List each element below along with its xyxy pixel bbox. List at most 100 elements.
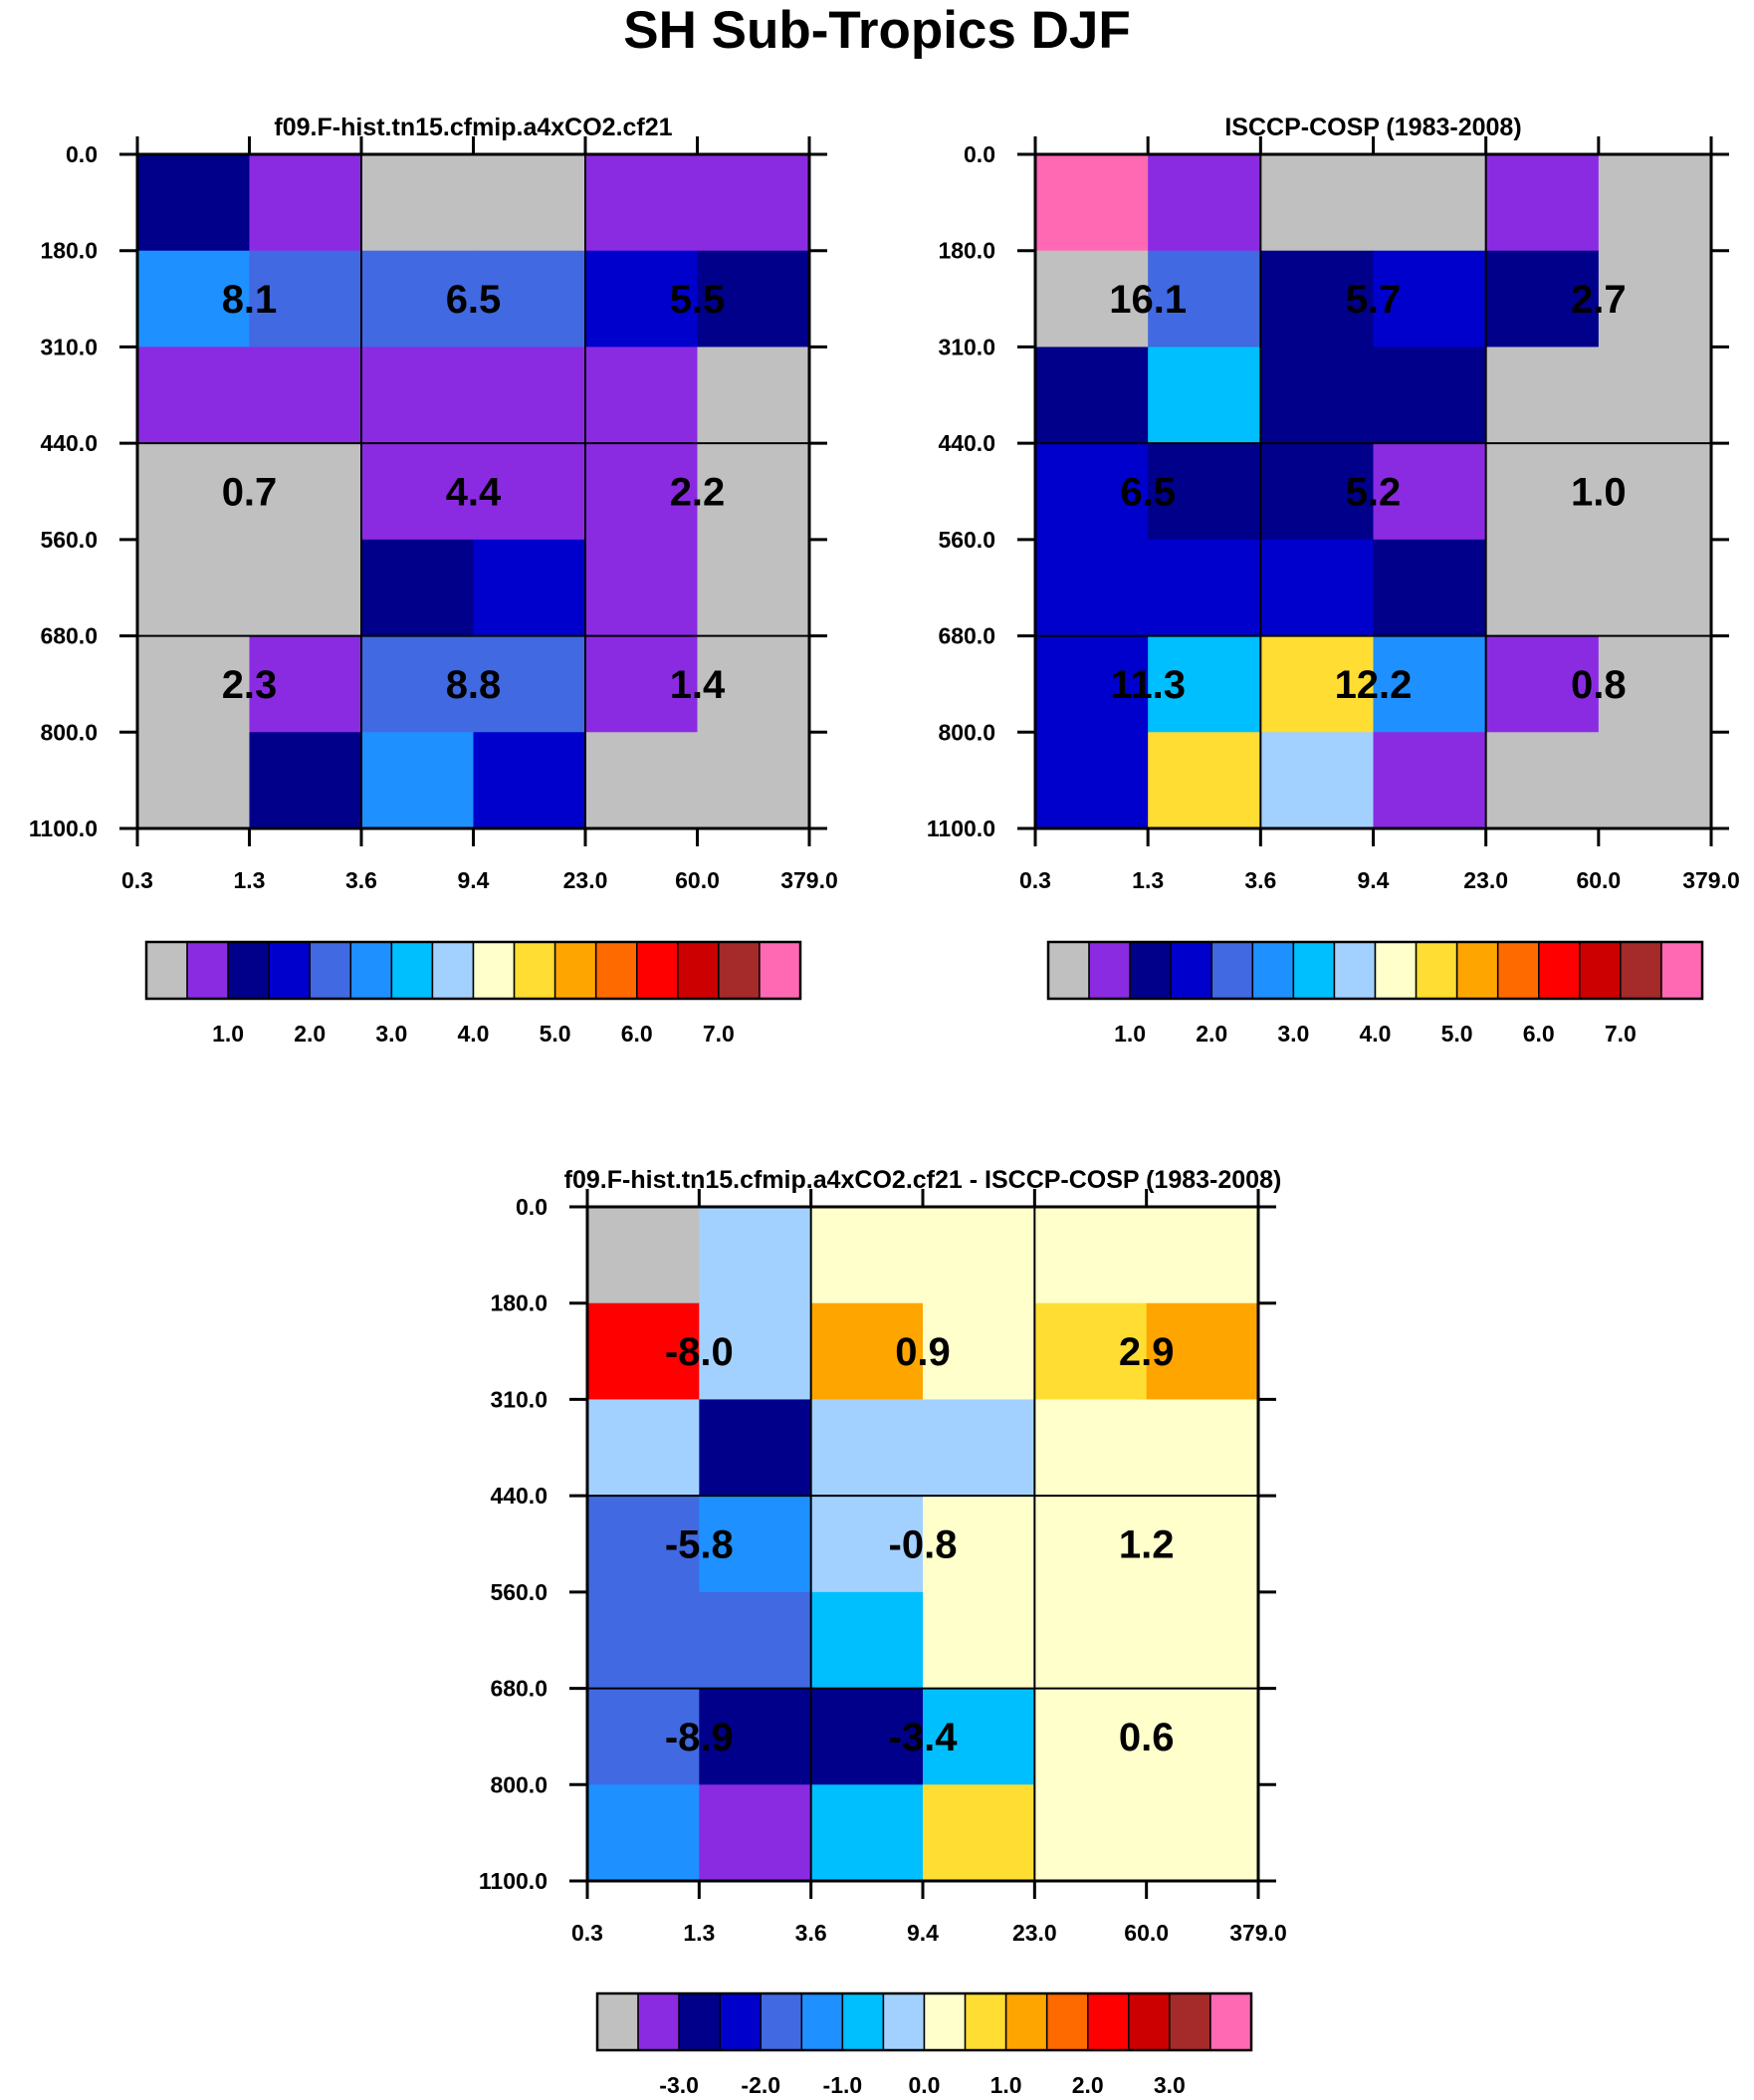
heatmap-cell — [699, 1784, 812, 1882]
colorbar-swatch — [1210, 941, 1254, 1000]
heatmap-cell — [249, 154, 362, 252]
colorbar-swatch — [1292, 941, 1336, 1000]
colorbar-swatch — [513, 941, 556, 1000]
x-tick-label: 3.6 — [795, 1920, 827, 1946]
colorbar-swatch — [637, 1992, 680, 2051]
block-value-label: 1.2 — [1119, 1523, 1175, 1567]
heatmap-cell — [587, 1784, 700, 1882]
colorbar-swatch — [882, 1992, 926, 2051]
heatmap-cell — [810, 1302, 924, 1401]
colorbar-label: 5.0 — [1441, 1021, 1473, 1047]
block-value-label: -8.0 — [665, 1330, 734, 1374]
heatmap-cell — [1146, 1688, 1259, 1785]
y-tick-label: 440.0 — [490, 1483, 548, 1509]
heatmap-cell — [137, 443, 251, 541]
colorbar-swatch — [923, 1992, 967, 2051]
colorbar-swatch — [1660, 941, 1703, 1000]
colorbar-label: 2.0 — [1196, 1021, 1227, 1047]
heatmap-cell — [1598, 732, 1712, 829]
block-value-label: 2.2 — [670, 471, 726, 515]
heatmap-cell — [923, 1302, 1035, 1401]
heatmap-cell — [1034, 1591, 1148, 1690]
heatmap-cell — [361, 539, 475, 637]
heatmap-cell — [697, 443, 810, 541]
heatmap-cell — [1373, 154, 1487, 252]
heatmap-cell — [810, 1688, 924, 1785]
colorbar-label: 4.0 — [1360, 1021, 1392, 1047]
y-tick-label: 0.0 — [964, 141, 995, 167]
colorbar-swatch — [1128, 1992, 1171, 2051]
heatmap-cell — [810, 1207, 924, 1304]
heatmap-cell — [1598, 347, 1712, 444]
heatmap-cell — [699, 1688, 812, 1785]
colorbar-label: 0.0 — [909, 2072, 941, 2098]
heatmap-cell — [1598, 250, 1712, 349]
colorbar-swatch — [1088, 941, 1131, 1000]
y-tick-label: 560.0 — [490, 1579, 548, 1605]
heatmap-cell — [1598, 635, 1712, 733]
colorbar-label: 7.0 — [703, 1021, 735, 1047]
block-value-label: 5.2 — [1346, 471, 1402, 515]
heatmap-cell — [585, 154, 699, 252]
heatmap-cell — [1148, 635, 1261, 733]
colorbar-swatch — [390, 941, 434, 1000]
heatmap-cell — [1373, 250, 1487, 349]
heatmap-cell — [1260, 539, 1375, 637]
block-value-label: 5.5 — [670, 278, 726, 322]
colorbar-swatch — [800, 1992, 844, 2051]
x-tick-label: 3.6 — [1244, 867, 1276, 893]
heatmap-cell — [1373, 732, 1487, 829]
heatmap-cell — [1260, 635, 1375, 733]
block-value-label: 8.8 — [446, 663, 502, 707]
colorbar-swatch — [145, 941, 188, 1000]
heatmap-cell — [137, 732, 251, 829]
block-value-label: 11.3 — [1110, 663, 1186, 707]
block-value-label: 2.9 — [1119, 1330, 1175, 1374]
y-tick-label: 180.0 — [490, 1290, 548, 1316]
x-tick-label: 0.3 — [571, 1920, 603, 1946]
heatmap-cell — [361, 250, 475, 349]
colorbar-swatch — [1455, 941, 1499, 1000]
block-value-label: 1.4 — [670, 663, 726, 707]
y-tick-label: 800.0 — [40, 719, 98, 745]
heatmap-cell — [1373, 635, 1487, 733]
y-tick-label: 0.0 — [66, 141, 98, 167]
heatmap-cell — [1146, 1207, 1259, 1304]
colorbar-swatch — [718, 941, 761, 1000]
heatmap-cell — [1260, 250, 1375, 349]
heatmap-cell — [1034, 1302, 1148, 1401]
colorbar-label: 2.0 — [294, 1021, 326, 1047]
heatmap-cell — [1148, 154, 1261, 252]
figure-title: SH Sub-Tropics DJF — [623, 1, 1130, 60]
heatmap-cell — [1035, 250, 1149, 349]
heatmap-cell — [1146, 1591, 1259, 1690]
heatmap-cell — [361, 635, 475, 733]
x-tick-label: 60.0 — [1576, 867, 1621, 893]
heatmap-cell — [810, 1784, 924, 1882]
block-value-label: 8.1 — [222, 278, 278, 322]
heatmap-cell — [1146, 1399, 1259, 1497]
colorbar-frame — [1046, 940, 1704, 1001]
panel-observation: ISCCP-COSP (1983-2008)0.0180.0310.0440.0… — [927, 114, 1740, 1047]
colorbar-swatch — [1496, 941, 1540, 1000]
colorbar-swatch — [594, 941, 638, 1000]
heatmap-cell — [1035, 539, 1149, 637]
heatmap-cell — [137, 154, 251, 252]
colorbar-swatch — [1045, 1992, 1089, 2051]
x-tick-label: 9.4 — [458, 867, 490, 893]
colorbar-swatch — [268, 941, 311, 1000]
heatmap-cell — [697, 347, 810, 444]
heatmap-cell — [587, 1591, 700, 1690]
x-tick-label: 9.4 — [1358, 867, 1390, 893]
colorbar-swatch — [1129, 941, 1172, 1000]
heatmap-cell — [1035, 635, 1149, 733]
heatmap-cell — [1485, 635, 1600, 733]
heatmap-cell — [587, 1688, 700, 1785]
colorbar-swatch — [596, 1992, 639, 2051]
heatmap-cell — [1485, 347, 1600, 444]
heatmap-cell — [137, 539, 251, 637]
x-tick-label: 60.0 — [1124, 1920, 1169, 1946]
heatmap-cell — [1148, 539, 1261, 637]
heatmap-cell — [137, 635, 251, 733]
